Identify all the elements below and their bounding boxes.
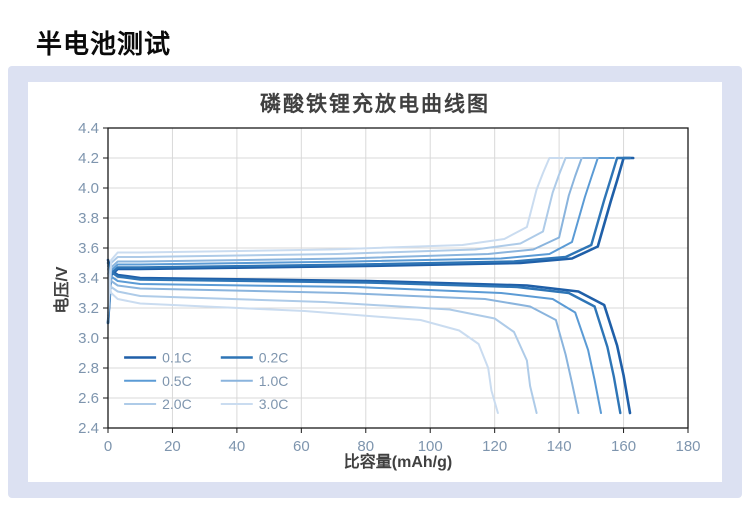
page-title: 半电池测试 [36,29,172,59]
charge-curve-3.0C [107,157,564,312]
x-tick-label: 120 [482,438,507,455]
discharge-curve-3.0C [107,277,499,414]
x-tick-label: 160 [611,438,636,455]
legend-label-0.2C: 0.2C [259,350,289,366]
discharge-curve-0.2C [106,261,622,415]
x-tick-label: 20 [164,438,181,455]
y-tick-label: 3.8 [78,210,99,227]
y-tick-label: 2.6 [78,390,99,407]
y-tick-label: 4.0 [78,180,99,197]
x-tick-label: 40 [229,438,246,455]
legend-label-2.0C: 2.0C [162,396,192,412]
charge-curve-0.5C [107,157,615,321]
y-tick-label: 3.0 [78,330,99,347]
legend-label-0.1C: 0.1C [162,350,192,366]
legend-label-0.5C: 0.5C [162,373,192,389]
discharge-curve-0.5C [107,265,602,414]
charge-curve-0.2C [106,156,632,325]
x-tick-label: 180 [675,438,700,455]
x-tick-label: 140 [547,438,572,455]
y-tick-label: 2.8 [78,360,99,377]
chart-title: 磷酸铁锂充放电曲线图 [260,93,490,116]
y-tick-label: 2.4 [78,420,99,437]
legend-label-3.0C: 3.0C [259,396,289,412]
chart-svg: 0 20 40 60 80 100 120 140 160 180 2.4 2.6 2.8 3.0 3.2 3… [78,122,700,455]
x-axis-label: 比容量(mAh/g) [343,454,453,471]
discharge-curve-1.0C [107,268,580,414]
discharge-curve-2.0C [107,272,538,414]
y-tick-label: 4.4 [78,122,99,137]
x-tick-label: 60 [293,438,310,455]
x-tick-label: 0 [104,438,112,455]
y-tick-label: 3.6 [78,240,99,257]
chart-panel: 磷酸铁锂充放电曲线图 电压/V 0 20 40 60 80 100 120 140 160 180… [8,66,742,498]
discharge-curve-0.1C [106,258,632,415]
x-tick-label: 100 [418,438,443,455]
legend-label-1.0C: 1.0C [259,373,289,389]
charge-curve-1.0C [107,157,599,318]
charge-curve-2.0C [107,157,583,315]
y-tick-label: 3.2 [78,300,99,317]
y-tick-label: 4.2 [78,150,99,167]
y-tick-label: 3.4 [78,270,99,287]
x-tick-label: 80 [357,438,374,455]
chart-card: 磷酸铁锂充放电曲线图 电压/V 0 20 40 60 80 100 120 140 160 180… [28,82,722,482]
